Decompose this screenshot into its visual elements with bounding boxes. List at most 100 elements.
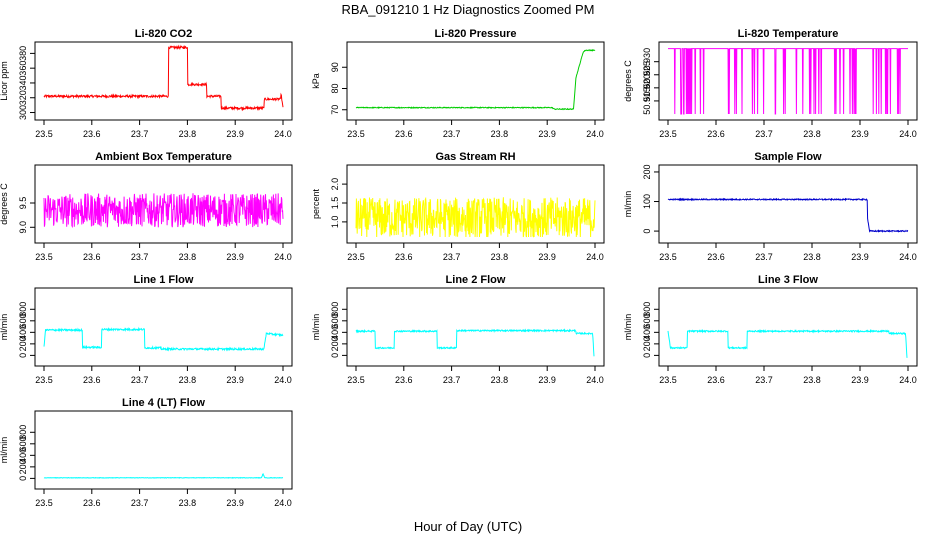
x-tick-label: 23.9	[851, 375, 869, 385]
series-line	[43, 44, 284, 112]
x-tick-label: 23.8	[179, 498, 197, 508]
x-tick-label: 23.6	[707, 129, 725, 139]
x-tick-label: 23.5	[35, 375, 53, 385]
y-tick-label: 800	[330, 302, 340, 317]
plot-frame	[34, 287, 293, 367]
x-tick-label: 24.0	[899, 129, 917, 139]
x-tick-label: 23.5	[659, 375, 677, 385]
y-tick-label: 300	[18, 105, 28, 120]
y-tick-label: 340	[18, 75, 28, 90]
x-tick-label: 23.7	[755, 252, 773, 262]
y-axis-label: degrees C	[623, 60, 633, 102]
x-tick-label: 23.5	[347, 375, 365, 385]
y-tick-label: 200	[18, 459, 28, 474]
x-tick-label: 23.5	[35, 129, 53, 139]
panel-title: Li-820 Temperature	[738, 28, 839, 40]
panel-title: Line 2 Flow	[446, 274, 506, 286]
y-tick-label: 200	[642, 336, 652, 351]
y-tick-label: 400	[18, 325, 28, 340]
x-tick-label: 24.0	[586, 375, 604, 385]
x-tick-label: 23.5	[347, 129, 365, 139]
x-tick-label: 24.0	[586, 129, 604, 139]
panel-7: Line 1 Flow ml/min 23.5 23.6 23.7 23.8 23.9 24.…	[0, 274, 293, 385]
x-tick-label: 23.7	[755, 375, 773, 385]
x-tick-label: 23.7	[131, 375, 149, 385]
y-tick-label: 0	[18, 353, 28, 358]
panel-8: Line 2 Flow ml/min 23.5 23.6 23.7 23.8 23.9 24.…	[311, 274, 605, 385]
x-tick-label: 24.0	[274, 129, 292, 139]
x-tick-label: 23.8	[179, 375, 197, 385]
panel-title: Li-820 Pressure	[435, 28, 517, 40]
x-tick-label: 23.6	[707, 252, 725, 262]
panel-10: Line 4 (LT) Flow ml/min 23.5 23.6 23.7 23.8 23…	[0, 397, 293, 508]
plot-frame	[34, 410, 293, 490]
x-tick-label: 23.6	[83, 375, 101, 385]
plot-frame	[658, 164, 918, 244]
y-tick-label: 320	[18, 90, 28, 105]
y-tick-label: 200	[330, 336, 340, 351]
y-tick-label: 600	[642, 313, 652, 328]
y-axis-label: degrees C	[0, 183, 9, 225]
x-tick-label: 23.7	[755, 129, 773, 139]
y-tick-label: 50.915	[642, 87, 652, 115]
panel-3: Li-820 Temperature degrees C 23.5 23.6 23.7 2…	[623, 28, 918, 139]
x-tick-label: 23.6	[83, 498, 101, 508]
x-tick-label: 24.0	[899, 252, 917, 262]
y-tick-label: 200	[18, 336, 28, 351]
x-tick-label: 23.8	[803, 129, 821, 139]
plot-frame	[346, 287, 605, 367]
x-tick-label: 23.5	[659, 129, 677, 139]
y-tick-label: 600	[18, 313, 28, 328]
y-tick-label: 380	[18, 46, 28, 61]
y-tick-label: 800	[18, 302, 28, 317]
x-tick-label: 23.9	[226, 498, 244, 508]
x-tick-label: 23.5	[35, 498, 53, 508]
series-line	[355, 196, 596, 238]
y-tick-label: 50.920	[642, 74, 652, 102]
y-tick-label: 50.930	[642, 48, 652, 76]
x-tick-label: 23.9	[538, 129, 556, 139]
series-line	[43, 193, 284, 229]
y-tick-label: 70	[330, 105, 340, 115]
x-tick-label: 23.8	[491, 375, 509, 385]
y-axis-label: Licor ppm	[0, 61, 9, 101]
x-tick-label: 23.7	[131, 498, 149, 508]
y-tick-label: 360	[18, 61, 28, 76]
series-line	[668, 48, 908, 115]
x-tick-label: 23.7	[131, 252, 149, 262]
y-tick-label: 50.925	[642, 61, 652, 89]
x-tick-label: 23.8	[179, 252, 197, 262]
x-tick-label: 23.6	[395, 252, 413, 262]
y-axis-label: ml/min	[0, 314, 9, 341]
y-tick-label: 100	[642, 194, 652, 209]
x-tick-label: 23.9	[226, 129, 244, 139]
panel-title: Ambient Box Temperature	[95, 151, 232, 163]
x-tick-label: 23.5	[347, 252, 365, 262]
series-line	[667, 328, 908, 358]
y-tick-label: 0	[330, 353, 340, 358]
x-tick-label: 23.8	[179, 129, 197, 139]
y-tick-label: 600	[330, 313, 340, 328]
x-tick-label: 24.0	[274, 252, 292, 262]
x-tick-label: 23.7	[443, 375, 461, 385]
series-line	[355, 328, 595, 357]
y-tick-label: 80	[330, 83, 340, 93]
x-tick-label: 23.5	[35, 252, 53, 262]
x-tick-label: 23.8	[491, 252, 509, 262]
y-axis-label: kPa	[311, 73, 321, 89]
y-axis-label: ml/min	[623, 191, 633, 218]
x-tick-label: 23.7	[443, 129, 461, 139]
y-tick-label: 1.0	[330, 216, 340, 229]
x-tick-label: 23.8	[491, 129, 509, 139]
plot-frame	[34, 41, 293, 121]
panels-group: Li-820 CO2 Licor ppm 23.5 23.6 23.7 23.8 23.9 2…	[0, 28, 918, 508]
figure-title: RBA_091210 1 Hz Diagnostics Zoomed PM	[342, 2, 595, 17]
panel-title: Sample Flow	[754, 151, 822, 163]
y-tick-label: 400	[330, 325, 340, 340]
figure-x-label: Hour of Day (UTC)	[414, 519, 522, 534]
x-tick-label: 23.7	[131, 129, 149, 139]
x-tick-label: 24.0	[274, 498, 292, 508]
panel-title: Li-820 CO2	[135, 28, 192, 40]
x-tick-label: 23.9	[851, 129, 869, 139]
